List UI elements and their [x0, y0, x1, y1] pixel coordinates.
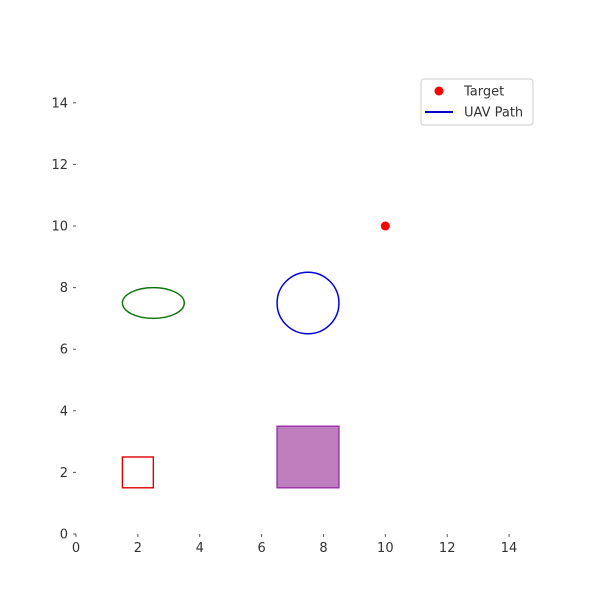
- axis-ticks: 0 2 4 6 8 10 12 14 0 2 4 6 8 10 12 14: [51, 96, 517, 556]
- y-tick-label: 10: [51, 220, 68, 235]
- y-tick-label: 6: [60, 343, 68, 358]
- x-tick-label: 6: [257, 541, 265, 556]
- legend-box: [420, 78, 534, 126]
- obstacle-ellipse: [121, 286, 186, 320]
- legend-target-marker: [434, 86, 444, 96]
- y-tick-label: 12: [51, 158, 68, 173]
- y-tick-label: 4: [60, 404, 68, 419]
- legend: Target UAV Path: [420, 78, 534, 126]
- x-tick-label: 14: [501, 541, 518, 556]
- target-point: [380, 221, 390, 231]
- x-tick-label: 8: [319, 541, 327, 556]
- x-tick-label: 0: [72, 541, 80, 556]
- legend-label: Target: [463, 85, 504, 100]
- x-tick-label: 10: [377, 541, 394, 556]
- obstacle-shapes: [121, 271, 340, 489]
- y-tick-label: 0: [60, 528, 68, 543]
- legend-label: UAV Path: [464, 106, 523, 121]
- x-tick-label: 4: [196, 541, 204, 556]
- y-tick-label: 14: [51, 96, 68, 111]
- obstacle-square-filled: [276, 425, 340, 489]
- x-tick-label: 12: [439, 541, 456, 556]
- x-tick-label: 2: [134, 541, 142, 556]
- obstacle-square-outline: [121, 456, 155, 489]
- obstacle-circle: [276, 271, 340, 335]
- y-tick-label: 8: [60, 281, 68, 296]
- data-points: [380, 221, 390, 231]
- y-tick-label: 2: [60, 466, 68, 481]
